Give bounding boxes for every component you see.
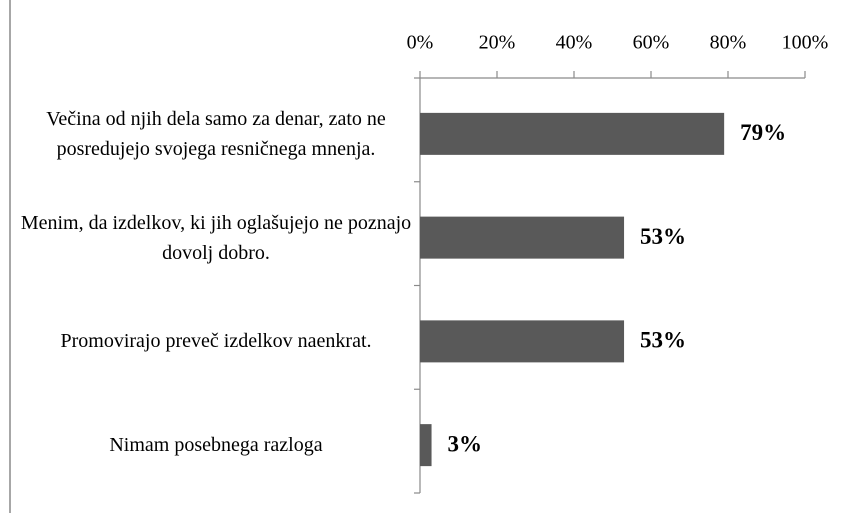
- x-tick-label: 100%: [782, 32, 829, 54]
- value-label: 53%: [640, 328, 686, 353]
- x-tick-label: 40%: [556, 32, 593, 54]
- bar: [420, 216, 625, 259]
- category-label: Večina od njih dela samo za denar, zato …: [46, 107, 386, 160]
- category-label: Promovirajo preveč izdelkov naenkrat.: [60, 330, 372, 353]
- x-tick-label: 80%: [710, 32, 747, 54]
- category-label: Menim, da izdelkov, ki jih oglašujejo ne…: [20, 211, 412, 264]
- category-label: Nimam posebnega razloga: [109, 434, 323, 457]
- x-tick-label: 60%: [633, 32, 670, 54]
- x-tick-label: 0%: [407, 32, 434, 54]
- value-label: 53%: [640, 224, 686, 249]
- bar: [420, 424, 432, 467]
- value-label: 3%: [448, 431, 483, 456]
- value-label: 79%: [740, 120, 786, 145]
- frame: [9, 0, 11, 513]
- bar: [420, 320, 625, 363]
- x-tick-label: 20%: [479, 32, 516, 54]
- bar: [420, 112, 725, 155]
